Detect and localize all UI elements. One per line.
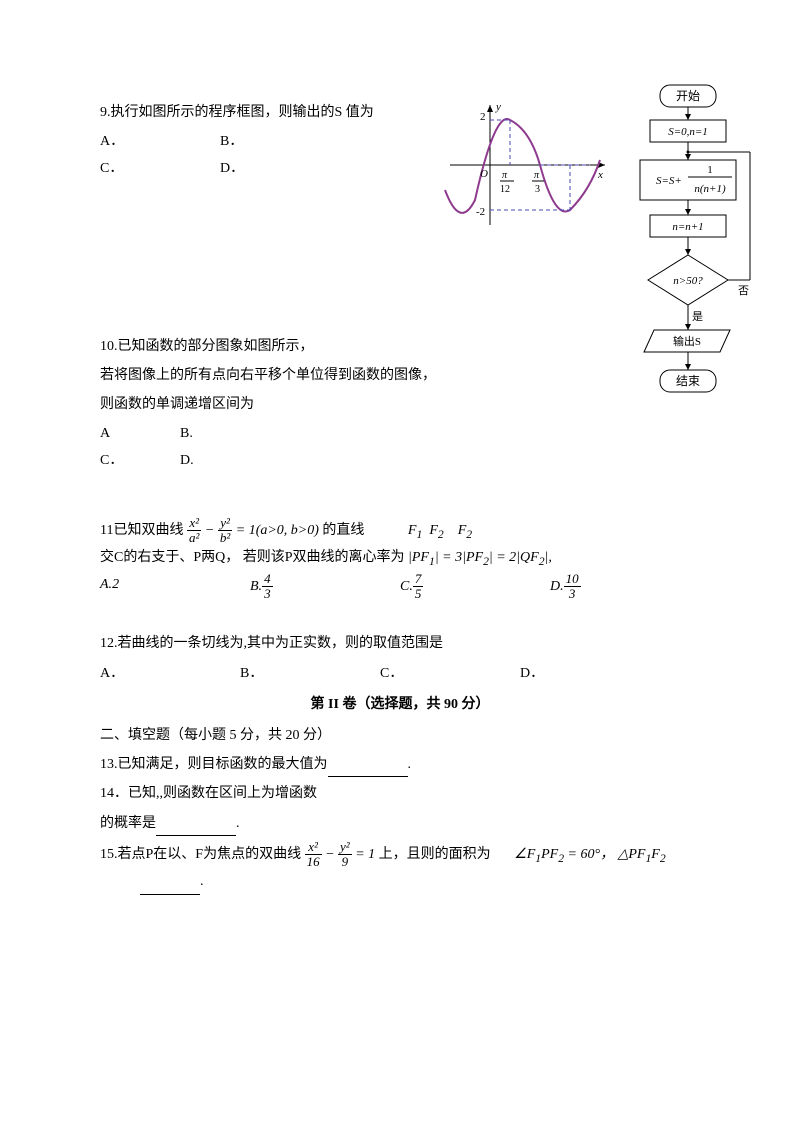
q11-choice-d: D.103 bbox=[550, 572, 700, 602]
q14b-text: 的概率是 bbox=[100, 816, 156, 831]
q11-l2b: 若则该P双曲线的离心率为 bbox=[243, 550, 405, 565]
q10-choice-d: D. bbox=[180, 448, 220, 473]
q11-line1: 11已知双曲线 x²a² − y²b² = 1(a>0, b>0) 的直线 F1… bbox=[100, 516, 700, 546]
y-top-label: 2 bbox=[480, 111, 486, 123]
flow-out: 输出S bbox=[673, 334, 701, 348]
q9-choice-c: C． bbox=[100, 156, 140, 181]
q10-choice-c: C． bbox=[100, 448, 140, 473]
flow-start: 开始 bbox=[676, 89, 700, 103]
svg-text:12: 12 bbox=[500, 184, 510, 195]
svg-text:1: 1 bbox=[707, 164, 713, 176]
svg-text:3: 3 bbox=[535, 184, 540, 195]
q15: 15.若点P在以、F为焦点的双曲线 x²16 − y²9 = 1 上，且则的面积… bbox=[100, 840, 700, 895]
section2-title: 第 II 卷（选择题，共 90 分） bbox=[100, 692, 700, 717]
y-axis-label: y bbox=[495, 101, 501, 113]
q11-l1c: 的直线 bbox=[322, 523, 364, 538]
q10-choices-ab: A B. bbox=[100, 421, 700, 446]
q12-choice-d: D． bbox=[520, 661, 560, 686]
q13: 13.已知满足，则目标函数的最大值为. bbox=[100, 752, 700, 777]
origin-label: O bbox=[480, 168, 488, 180]
q11-l1a: 11已知双曲线 bbox=[100, 523, 183, 538]
q9-choice-a: A． bbox=[100, 129, 140, 154]
flow-cond: n>50? bbox=[673, 275, 703, 287]
function-plot-svg: 2 -2 O x y π 12 π 3 bbox=[440, 100, 610, 230]
q15-blank bbox=[140, 880, 200, 895]
q14-line1: 14．已知,,则函数在区间上为增函数 bbox=[100, 781, 700, 806]
q11-choices: A.2 B.43 C.75 D.103 bbox=[100, 572, 700, 602]
q11-choice-b: B.43 bbox=[250, 572, 400, 602]
flow-init: S=0,n=1 bbox=[668, 126, 708, 138]
flow-inc: n=n+1 bbox=[672, 221, 703, 233]
q14-line2: 的概率是. bbox=[100, 811, 700, 836]
x-axis-label: x bbox=[597, 169, 603, 181]
q12-text: 12.若曲线的一条切线为,其中为正实数，则的取值范围是 bbox=[100, 631, 700, 656]
q10-choice-a: A bbox=[100, 421, 140, 446]
q10-choices-cd: C． D. bbox=[100, 448, 700, 473]
svg-text:S=S+: S=S+ bbox=[656, 175, 682, 187]
q14-blank bbox=[156, 821, 236, 836]
q11-foci: F1 F2 F2 bbox=[408, 523, 472, 538]
svg-text:n(n+1): n(n+1) bbox=[694, 183, 726, 195]
q12-choice-b: B． bbox=[240, 661, 280, 686]
q11-choice-a: A.2 bbox=[100, 572, 250, 602]
svg-text:π: π bbox=[502, 170, 508, 181]
q11-line2: 交C的右支于、P两Q， 若则该P双曲线的离心率为 |PF1| = 3|PF2| … bbox=[100, 545, 700, 572]
q13-blank bbox=[328, 762, 408, 777]
q11-l2a: 交C的右支于、P两Q， bbox=[100, 550, 239, 565]
q15b-text: 上，且则的面积为 bbox=[379, 847, 491, 862]
sine-graph: 2 -2 O x y π 12 π 3 bbox=[440, 100, 610, 239]
q12-choices: A． B． C． D． bbox=[100, 661, 700, 686]
svg-text:π: π bbox=[534, 170, 540, 181]
q11-choice-c: C.75 bbox=[400, 572, 550, 602]
flow-no: 否 bbox=[738, 285, 749, 297]
q9-choices: A． B． bbox=[100, 129, 700, 154]
flowchart-svg: 开始 S=0,n=1 S=S+ 1 n(n+1) n=n+1 n>50? 否 bbox=[620, 80, 760, 500]
y-bottom-label: -2 bbox=[476, 206, 485, 218]
q10-line1: 10.已知函数的部分图象如图所示， bbox=[100, 334, 700, 359]
flowchart: 开始 S=0,n=1 S=S+ 1 n(n+1) n=n+1 n>50? 否 bbox=[620, 80, 760, 509]
flow-end: 结束 bbox=[676, 374, 700, 388]
q9-choice-d: D． bbox=[220, 156, 260, 181]
flow-yes: 是 bbox=[692, 310, 703, 323]
q15a-text: 15.若点P在以、F为焦点的双曲线 bbox=[100, 847, 301, 862]
q9-choices2: C． D． bbox=[100, 156, 700, 181]
q10-line3: 则函数的单调递增区间为 bbox=[100, 392, 700, 417]
q10-line2: 若将图像上的所有点向右平移个单位得到函数的图像， bbox=[100, 363, 700, 388]
part2-header: 二、填空题（每小题 5 分，共 20 分） bbox=[100, 723, 700, 748]
q9-text: 9.执行如图所示的程序框图，则输出的S 值为 bbox=[100, 100, 700, 125]
q10-choice-b: B. bbox=[180, 421, 220, 446]
q9-choice-b: B． bbox=[220, 129, 260, 154]
q12-choice-a: A． bbox=[100, 661, 140, 686]
q13-text: 13.已知满足，则目标函数的最大值为 bbox=[100, 757, 328, 772]
q12-choice-c: C． bbox=[380, 661, 420, 686]
